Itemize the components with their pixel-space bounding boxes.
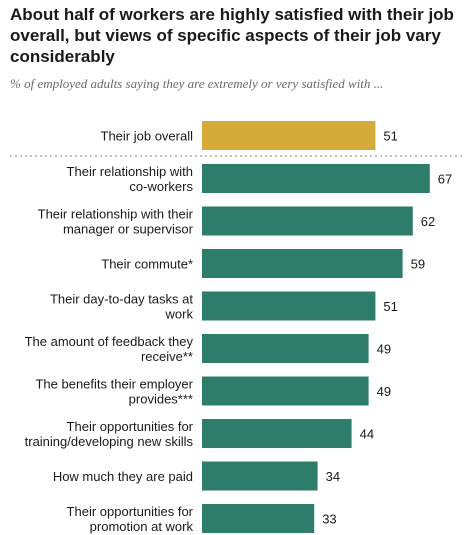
bar-6 — [202, 376, 369, 406]
bar-5 — [202, 334, 369, 363]
value-label-6: 49 — [377, 384, 391, 399]
chart-title: About half of workers are highly satisfi… — [10, 5, 454, 66]
category-label-5: The amount of feedback they receive** — [25, 334, 194, 364]
category-label-2: Their relationship with their manager or … — [38, 207, 194, 237]
value-label-2: 62 — [421, 214, 435, 229]
value-label-7: 44 — [360, 427, 374, 442]
value-label-0: 51 — [383, 129, 397, 144]
bar-7 — [202, 419, 352, 448]
bar-9 — [202, 504, 315, 533]
bar-job-overall — [202, 121, 376, 150]
value-label-5: 49 — [377, 342, 391, 357]
category-label-7: Their opportunities for training/developi… — [25, 419, 194, 449]
value-label-8: 34 — [326, 469, 340, 484]
value-label-3: 59 — [411, 257, 425, 272]
category-label-3: Their commute* — [101, 257, 193, 272]
category-label-8: How much they are paid — [53, 469, 193, 484]
chart-subtitle: % of employed adults saying they are ext… — [10, 76, 384, 91]
category-label-0: Their job overall — [101, 129, 194, 144]
value-label-4: 51 — [383, 299, 397, 314]
bar-4 — [202, 291, 376, 321]
bar-3 — [202, 249, 403, 278]
value-label-9: 33 — [322, 512, 336, 527]
category-label-4: Their day-to-day tasks at work — [50, 292, 194, 322]
bar-8 — [202, 461, 318, 491]
value-label-1: 67 — [438, 172, 452, 187]
bar-1 — [202, 164, 430, 193]
category-label-9: Their opportunities for promotion at work — [67, 504, 194, 534]
category-label-6: The benefits their employer provides*** — [35, 377, 193, 407]
bar-2 — [202, 206, 413, 236]
category-label-1: Their relationship with co-workers — [67, 164, 194, 194]
